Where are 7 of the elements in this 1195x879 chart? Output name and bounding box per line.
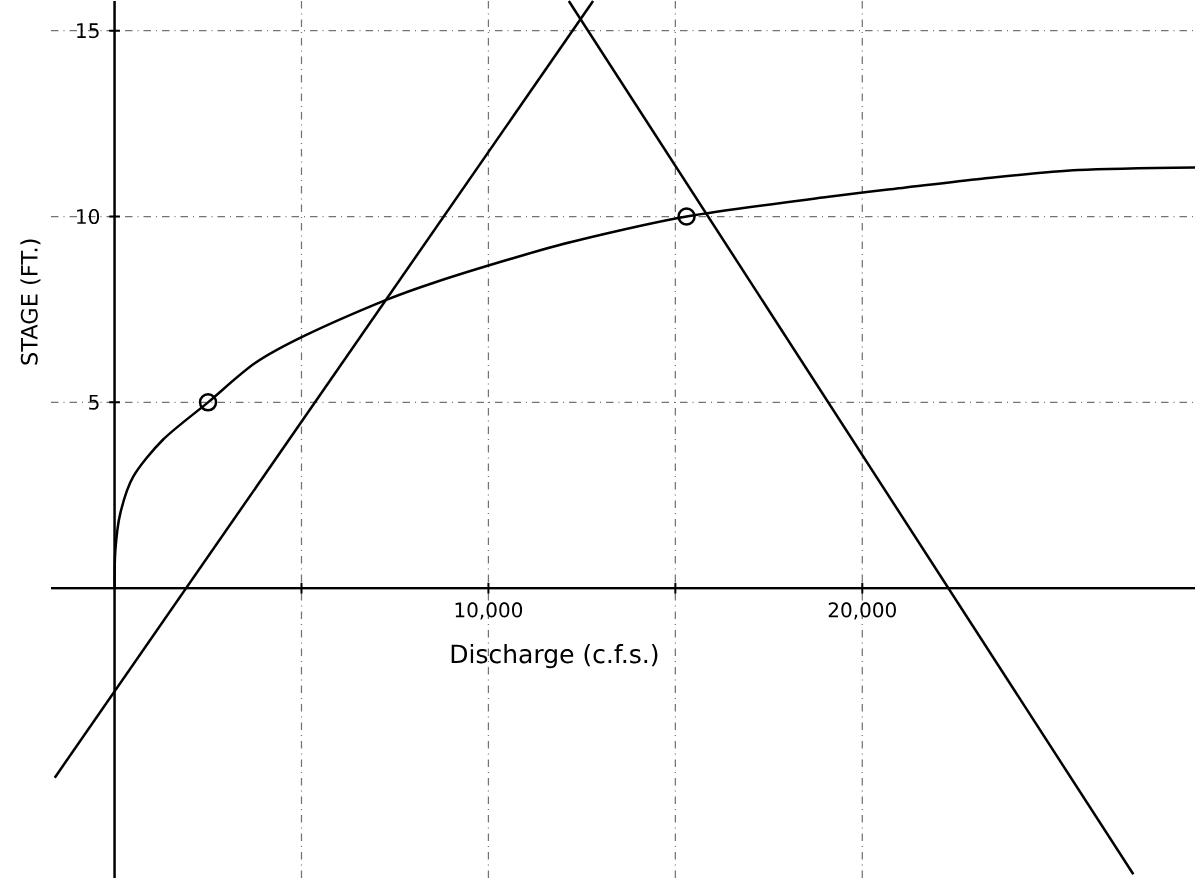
x-axis-title: Discharge (c.f.s.) <box>451 644 658 669</box>
x-tick-label: 20,000 <box>828 602 896 620</box>
y-tick-label: 15 <box>77 23 99 39</box>
x-tick-label: 10,000 <box>455 602 523 620</box>
y-axis-title: STAGE (FT.) <box>20 239 41 365</box>
y-tick-label: 5 <box>89 394 99 410</box>
y-tick-label: 10 <box>77 208 100 225</box>
